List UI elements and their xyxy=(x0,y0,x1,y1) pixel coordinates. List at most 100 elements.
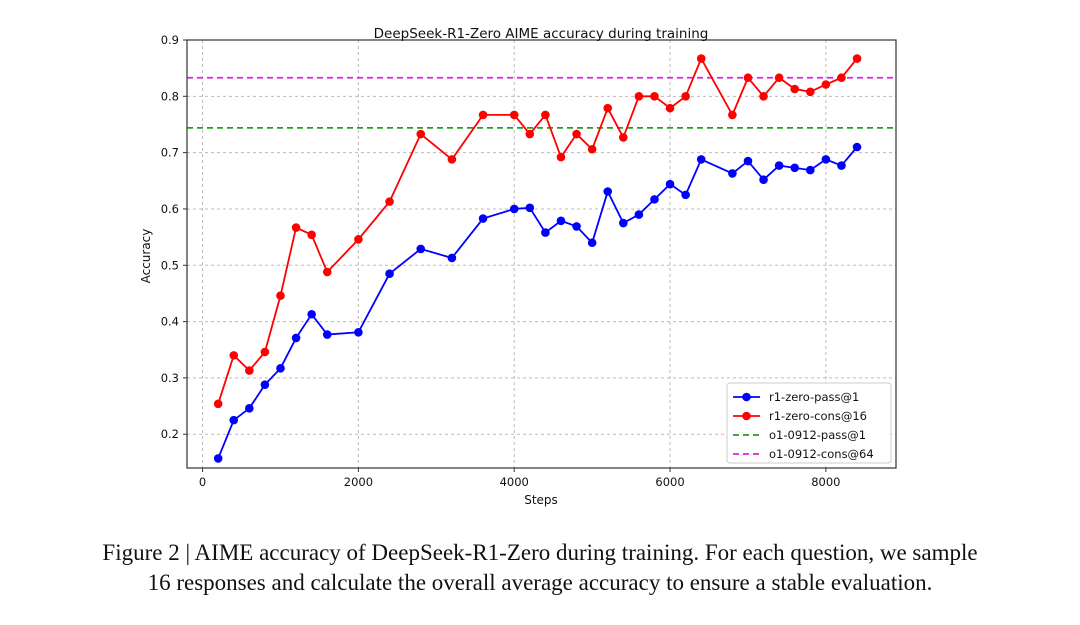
series-lines xyxy=(213,54,862,463)
point-r1-zero-cons-16 xyxy=(743,73,753,83)
point-r1-zero-pass-1 xyxy=(619,218,628,228)
point-r1-zero-pass-1 xyxy=(291,333,301,343)
legend-marker xyxy=(742,392,751,402)
point-r1-zero-pass-1 xyxy=(509,204,519,214)
point-r1-zero-cons-16 xyxy=(541,110,550,120)
point-r1-zero-cons-16 xyxy=(213,399,223,409)
point-r1-zero-cons-16 xyxy=(696,54,706,63)
point-r1-zero-cons-16 xyxy=(291,223,301,232)
x-tick-label: 6000 xyxy=(655,475,684,489)
point-r1-zero-cons-16 xyxy=(572,129,581,139)
point-r1-zero-cons-16 xyxy=(805,87,815,97)
point-r1-zero-pass-1 xyxy=(447,253,457,263)
legend: r1-zero-pass@1 r1-zero-cons@16 o1-0912-pas… xyxy=(726,382,892,464)
point-r1-zero-cons-16 xyxy=(821,80,831,89)
point-r1-zero-pass-1 xyxy=(681,190,690,200)
legend-label: r1-zero-cons@16 xyxy=(769,409,867,423)
point-r1-zero-cons-16 xyxy=(681,92,690,101)
legend-marker xyxy=(742,411,751,421)
point-r1-zero-pass-1 xyxy=(260,380,270,389)
point-r1-zero-pass-1 xyxy=(774,161,784,170)
point-r1-zero-cons-16 xyxy=(665,103,675,113)
point-r1-zero-pass-1 xyxy=(728,169,737,178)
point-r1-zero-pass-1 xyxy=(837,161,846,170)
point-r1-zero-cons-16 xyxy=(728,110,737,120)
point-r1-zero-pass-1 xyxy=(696,155,706,164)
point-r1-zero-pass-1 xyxy=(743,156,753,166)
point-r1-zero-cons-16 xyxy=(587,144,597,154)
y-tick-label: 0.7 xyxy=(161,146,179,160)
point-r1-zero-pass-1 xyxy=(821,155,831,164)
plot-frame xyxy=(186,39,897,469)
point-r1-zero-pass-1 xyxy=(245,404,254,413)
point-r1-zero-cons-16 xyxy=(837,73,846,83)
y-tick-label: 0.5 xyxy=(161,258,179,272)
point-r1-zero-pass-1 xyxy=(385,269,394,279)
point-r1-zero-cons-16 xyxy=(245,366,254,375)
point-r1-zero-pass-1 xyxy=(790,163,800,173)
point-r1-zero-cons-16 xyxy=(852,54,862,63)
point-r1-zero-pass-1 xyxy=(665,179,675,189)
point-r1-zero-cons-16 xyxy=(509,110,519,120)
point-r1-zero-cons-16 xyxy=(650,92,659,101)
point-r1-zero-cons-16 xyxy=(322,267,332,277)
legend-label: r1-zero-pass@1 xyxy=(769,390,859,404)
figure-caption-line-1: Figure 2 | AIME accuracy of DeepSeek-R1-… xyxy=(102,540,978,565)
x-tick-label: 2000 xyxy=(344,475,373,489)
point-r1-zero-cons-16 xyxy=(447,155,457,164)
y-tick-label: 0.3 xyxy=(161,371,179,385)
y-tick-label: 0.2 xyxy=(161,427,179,441)
point-r1-zero-pass-1 xyxy=(478,214,488,223)
point-r1-zero-cons-16 xyxy=(354,235,363,244)
y-axis-label: Accuracy xyxy=(139,229,153,284)
point-r1-zero-cons-16 xyxy=(619,133,628,142)
axis-ticks: 0 2000 4000 6000 8000 0.2 0.3 0.4 0.5 0.6 0.7 0.8 0.… xyxy=(161,33,841,489)
x-axis-label: Steps xyxy=(524,493,558,507)
point-r1-zero-pass-1 xyxy=(556,216,566,226)
point-r1-zero-cons-16 xyxy=(260,347,270,357)
y-tick-label: 0.9 xyxy=(161,33,179,47)
point-r1-zero-cons-16 xyxy=(229,351,239,360)
x-tick-label: 4000 xyxy=(500,475,529,489)
point-r1-zero-pass-1 xyxy=(759,175,768,184)
point-r1-zero-cons-16 xyxy=(603,103,613,113)
x-tick-label: 0 xyxy=(199,475,206,489)
point-r1-zero-cons-16 xyxy=(774,73,784,83)
point-r1-zero-pass-1 xyxy=(805,165,815,175)
y-tick-label: 0.4 xyxy=(161,315,179,329)
y-tick-label: 0.6 xyxy=(161,202,179,216)
point-r1-zero-pass-1 xyxy=(213,454,223,463)
point-r1-zero-cons-16 xyxy=(276,291,285,300)
point-r1-zero-cons-16 xyxy=(790,84,800,94)
point-r1-zero-cons-16 xyxy=(307,230,316,240)
point-r1-zero-pass-1 xyxy=(587,238,597,248)
point-r1-zero-cons-16 xyxy=(759,92,768,101)
legend-box xyxy=(726,382,892,464)
point-r1-zero-cons-16 xyxy=(478,110,488,120)
legend-label: o1-0912-pass@1 xyxy=(769,428,866,442)
point-r1-zero-pass-1 xyxy=(634,210,644,219)
point-r1-zero-pass-1 xyxy=(572,222,581,231)
point-r1-zero-pass-1 xyxy=(307,309,316,319)
legend-label: o1-0912-cons@64 xyxy=(769,447,874,461)
point-r1-zero-cons-16 xyxy=(385,197,394,206)
line-r1-zero-cons-16 xyxy=(217,56,858,405)
x-tick-label: 8000 xyxy=(811,475,840,489)
y-tick-label: 0.8 xyxy=(161,89,179,103)
figure-caption-line-2: 16 responses and calculate the overall a… xyxy=(147,570,933,595)
point-r1-zero-cons-16 xyxy=(525,129,535,139)
point-r1-zero-pass-1 xyxy=(650,195,659,204)
chart-title: DeepSeek-R1-Zero AIME accuracy during tr… xyxy=(374,26,709,42)
point-r1-zero-pass-1 xyxy=(276,364,285,373)
point-r1-zero-cons-16 xyxy=(556,152,566,162)
point-r1-zero-cons-16 xyxy=(416,129,426,139)
point-r1-zero-pass-1 xyxy=(354,327,363,337)
point-r1-zero-pass-1 xyxy=(322,330,332,339)
point-r1-zero-pass-1 xyxy=(603,187,613,196)
point-r1-zero-pass-1 xyxy=(525,203,535,213)
point-r1-zero-pass-1 xyxy=(541,228,550,237)
point-r1-zero-pass-1 xyxy=(852,142,862,152)
point-r1-zero-cons-16 xyxy=(634,92,644,101)
point-r1-zero-pass-1 xyxy=(229,415,239,425)
